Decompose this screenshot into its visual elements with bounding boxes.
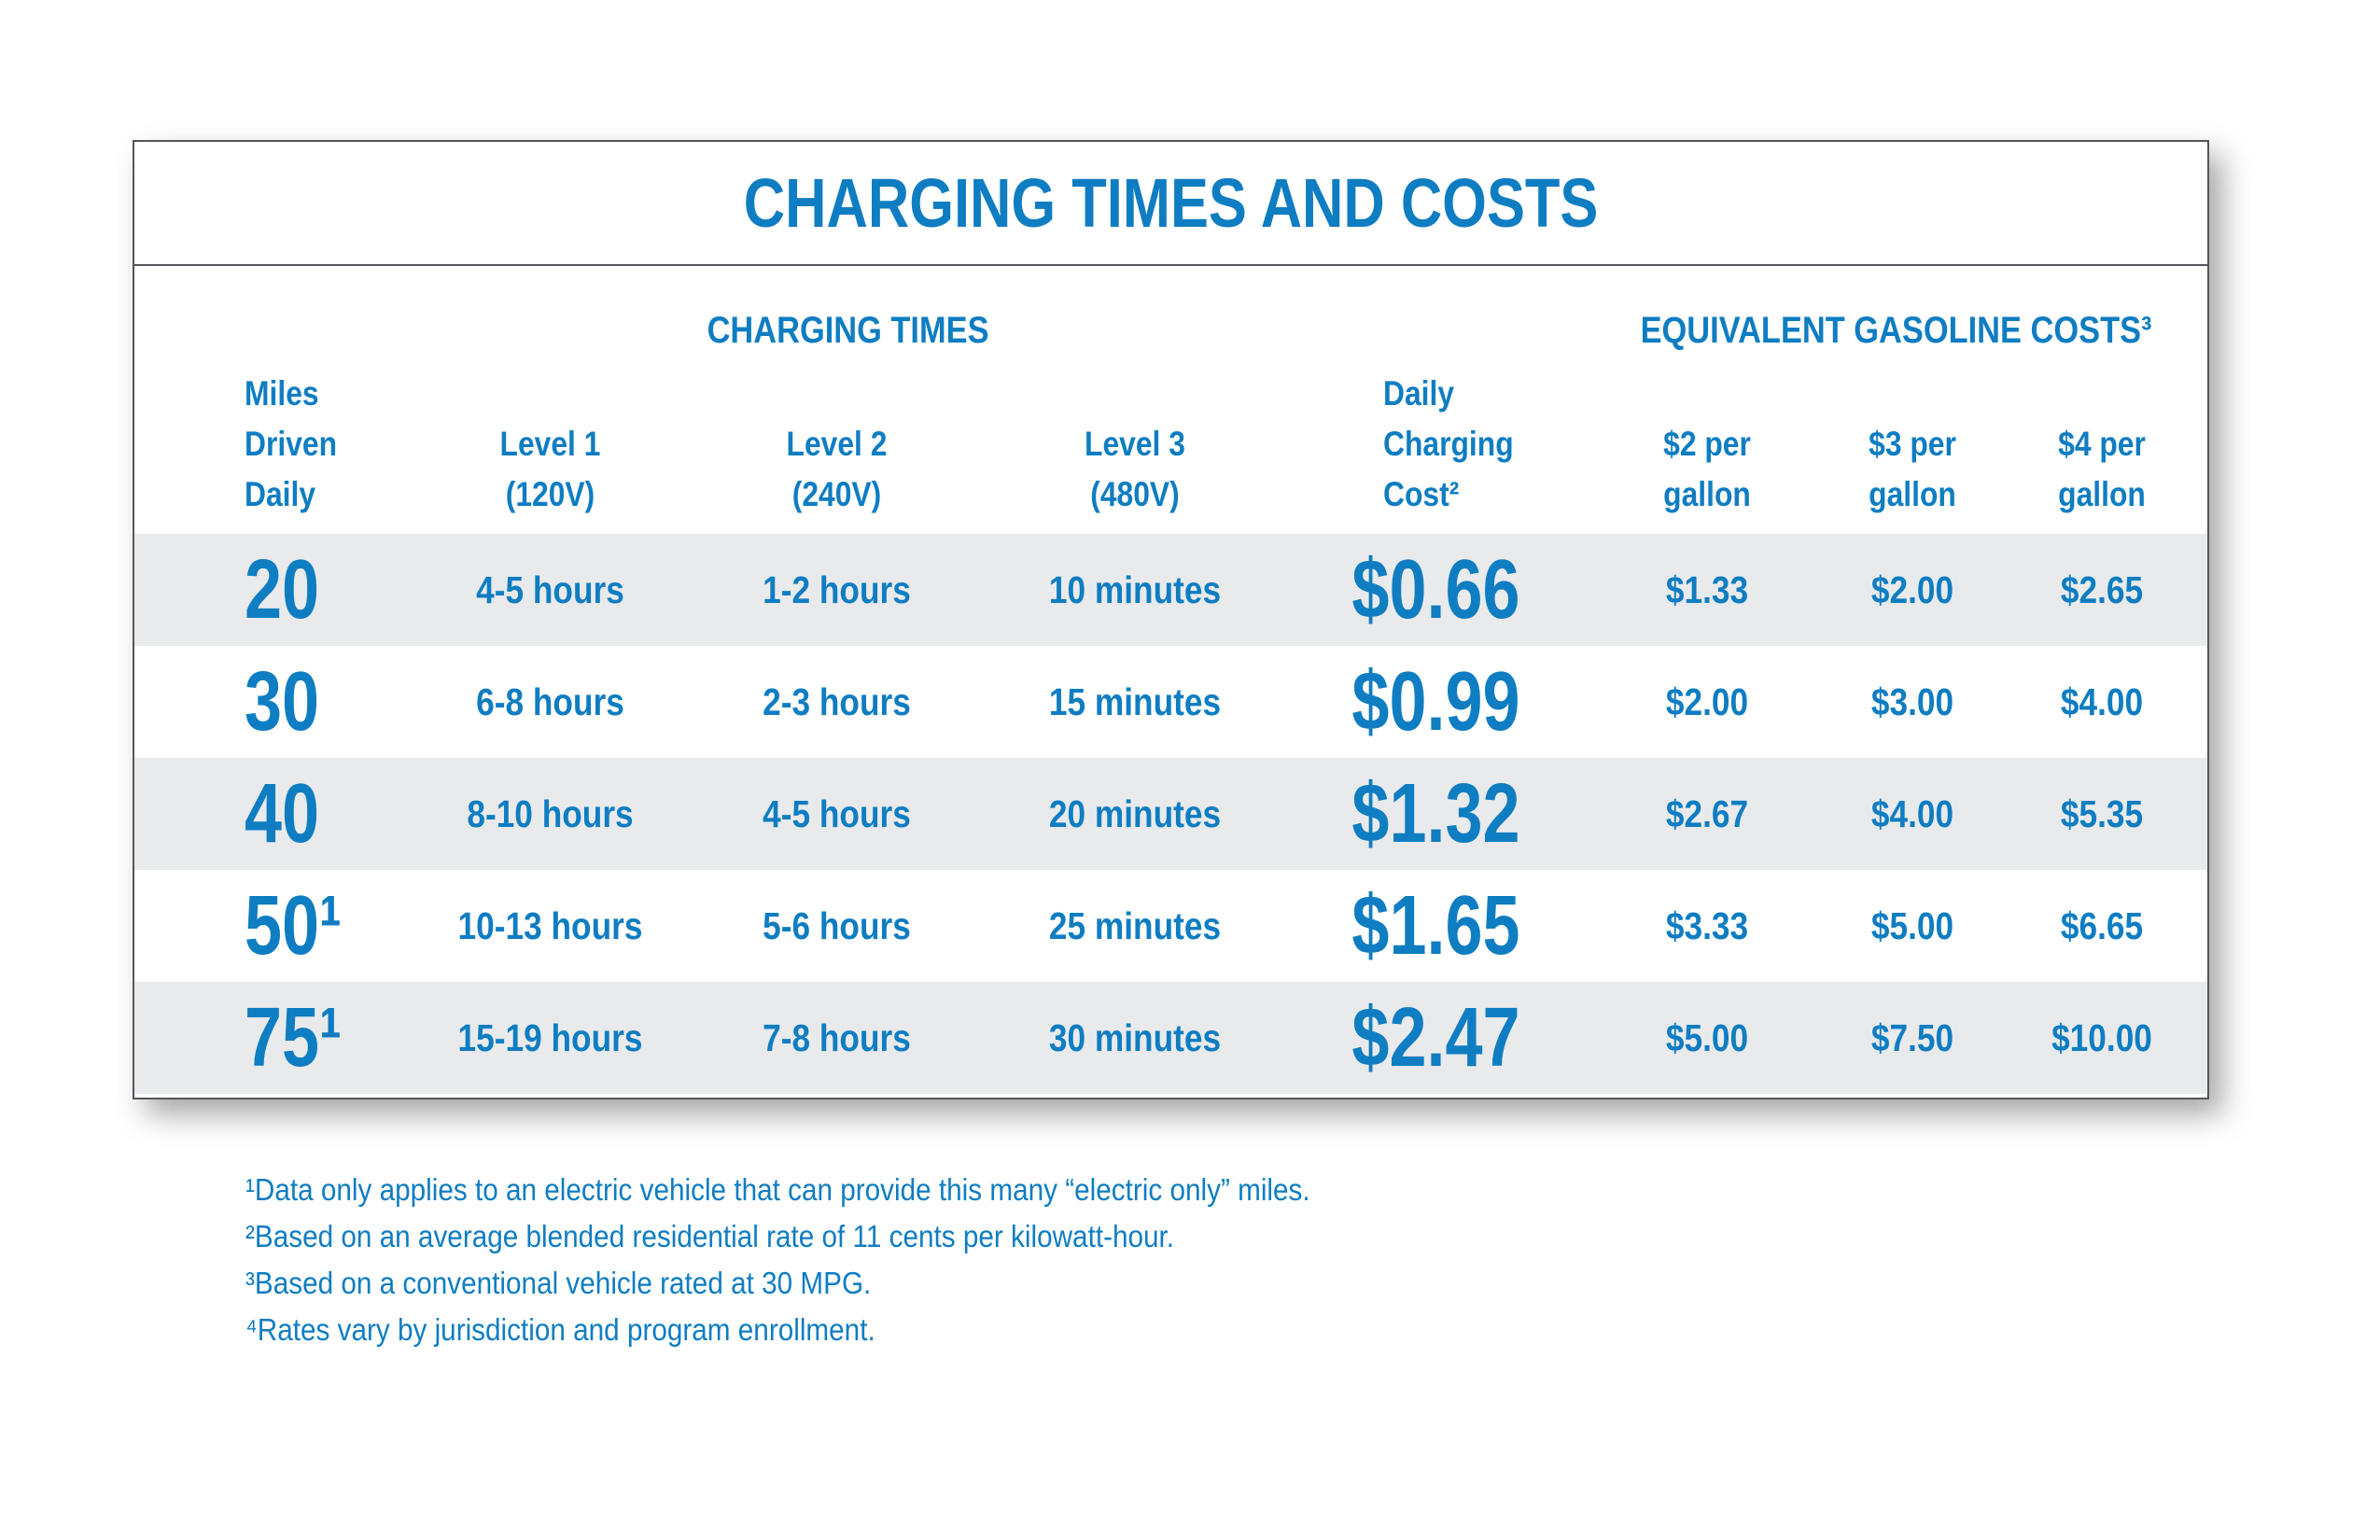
- cost-3-per-gallon: $2.00: [1870, 567, 1954, 611]
- column-header-2-per-gallon: $2 per gallon: [1663, 425, 1751, 513]
- footnote-2: ²Based on an average blended residential…: [245, 1219, 1175, 1253]
- column-header-level-3: Level 3 (480V): [1085, 425, 1185, 513]
- cost-2-per-gallon: $2.67: [1665, 791, 1749, 835]
- table-title: CHARGING TIMES AND COSTS: [743, 164, 1599, 242]
- miles-value: 75¹: [245, 991, 343, 1085]
- section-header-row: CHARGING TIMES EQUIVALENT GASOLINE COSTS…: [134, 266, 2207, 369]
- cost-3-per-gallon: $7.50: [1870, 1015, 1954, 1059]
- level2-time: 5-6 hours: [763, 903, 911, 947]
- column-header-level-2: Level 2 (240V): [786, 425, 888, 513]
- column-header-row: Miles Driven Daily Level 1 (120V) Level …: [134, 369, 2207, 534]
- level1-time: 6-8 hours: [476, 679, 624, 723]
- level2-time: 2-3 hours: [763, 679, 911, 723]
- cost-4-per-gallon: $5.35: [2060, 791, 2144, 835]
- cost-3-per-gallon: $5.00: [1870, 903, 1954, 947]
- cost-2-per-gallon: $5.00: [1665, 1015, 1749, 1059]
- table-title-band: CHARGING TIMES AND COSTS: [134, 142, 2207, 266]
- column-header-level-1: Level 1 (120V): [499, 425, 601, 513]
- cost-2-per-gallon: $2.00: [1665, 679, 1749, 723]
- cost-4-per-gallon: $10.00: [2051, 1015, 2152, 1059]
- cost-3-per-gallon: $4.00: [1870, 791, 1954, 835]
- column-header-4-per-gallon: $4 per gallon: [2058, 425, 2146, 513]
- daily-cost-value: $1.65: [1351, 879, 1520, 973]
- footnote-3: ³Based on a conventional vehicle rated a…: [245, 1266, 872, 1300]
- miles-value: 40: [245, 767, 320, 861]
- table-row-75: 75¹ 15-19 hours 7-8 hours 30 minutes $2.…: [134, 982, 2207, 1094]
- column-header-daily-charging-cost: Daily Charging Cost²: [1383, 374, 1514, 513]
- level3-time: 15 minutes: [1048, 679, 1222, 723]
- cost-2-per-gallon: $3.33: [1665, 903, 1749, 947]
- level2-time: 4-5 hours: [763, 791, 911, 835]
- table-row-40: 40 8-10 hours 4-5 hours 20 minutes $1.32…: [134, 758, 2207, 870]
- table-row-30: 30 6-8 hours 2-3 hours 15 minutes $0.99 …: [134, 646, 2207, 758]
- column-header-miles-driven-daily: Miles Driven Daily: [245, 374, 338, 513]
- level1-time: 15-19 hours: [457, 1015, 643, 1059]
- column-header-3-per-gallon: $3 per gallon: [1869, 425, 1956, 513]
- level3-time: 10 minutes: [1048, 567, 1222, 611]
- table-row-20: 20 4-5 hours 1-2 hours 10 minutes $0.66 …: [134, 534, 2207, 646]
- daily-cost-value: $0.66: [1351, 543, 1520, 637]
- level1-time: 4-5 hours: [476, 567, 624, 611]
- daily-cost-value: $0.99: [1351, 655, 1520, 749]
- daily-cost-value: $2.47: [1351, 991, 1520, 1085]
- cost-2-per-gallon: $1.33: [1665, 567, 1749, 611]
- footnote-4: ⁴Rates vary by jurisdiction and program …: [245, 1312, 875, 1347]
- level2-time: 1-2 hours: [763, 567, 911, 611]
- cost-4-per-gallon: $6.65: [2060, 903, 2144, 947]
- level2-time: 7-8 hours: [763, 1015, 911, 1059]
- level1-time: 8-10 hours: [467, 791, 634, 835]
- footnotes: ¹Data only applies to an electric vehicl…: [245, 1167, 1428, 1353]
- cost-4-per-gallon: $2.65: [2060, 567, 2144, 611]
- section-header-equivalent-gasoline-costs: EQUIVALENT GASOLINE COSTS³: [1641, 310, 2152, 351]
- miles-value: 30: [245, 655, 320, 749]
- level3-time: 30 minutes: [1048, 1015, 1222, 1059]
- cost-4-per-gallon: $4.00: [2060, 679, 2144, 723]
- level1-time: 10-13 hours: [457, 903, 643, 947]
- miles-value: 50¹: [245, 879, 343, 973]
- footnote-1: ¹Data only applies to an electric vehicl…: [245, 1172, 1310, 1207]
- section-header-charging-times: CHARGING TIMES: [707, 310, 989, 351]
- table-row-50: 50¹ 10-13 hours 5-6 hours 25 minutes $1.…: [134, 870, 2207, 982]
- level3-time: 25 minutes: [1048, 903, 1222, 947]
- daily-cost-value: $1.32: [1351, 767, 1520, 861]
- cost-3-per-gallon: $3.00: [1870, 679, 1954, 723]
- level3-time: 20 minutes: [1048, 791, 1222, 835]
- miles-value: 20: [245, 543, 320, 637]
- charging-costs-table: CHARGING TIMES AND COSTS CHARGING TIMES …: [133, 140, 2209, 1099]
